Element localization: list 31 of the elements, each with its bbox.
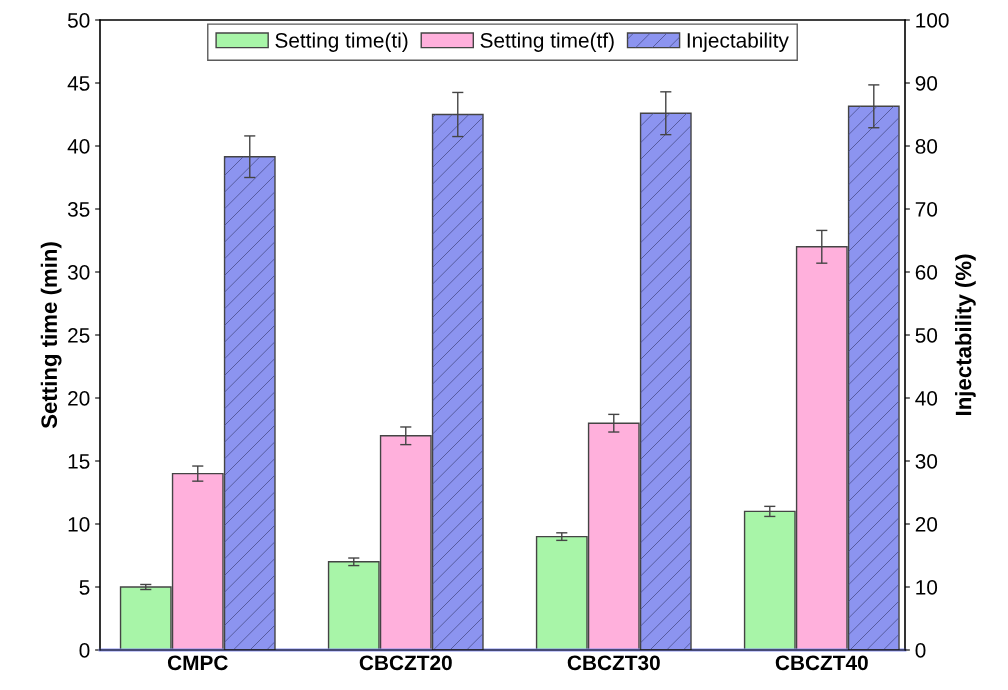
y-tick-label: 30 [67,265,90,280]
y-tick-label: 35 [67,202,90,217]
legend-label: Injectability [687,32,789,52]
x-tick-label: CBCZT20 [359,655,452,671]
y-tick-label: 20 [68,391,90,406]
x-tick-label: CBCZT30 [567,655,660,671]
y2-tick-label: 50 [915,328,938,343]
y-axis-title: Setting time (min) [40,242,62,429]
y2-tick-label: 20 [915,517,938,532]
y-tick-label: 25 [68,328,90,343]
x-tick-label: CBCZT40 [775,655,868,671]
legend-label: Setting time(tf) [480,32,614,52]
y2-tick-label: 10 [916,580,938,595]
legend-label: Setting time(ti) [275,32,408,52]
y2-tick-label: 80 [915,139,938,154]
y2-tick-label: 30 [915,454,938,469]
y2-tick-label: 70 [915,202,938,217]
y-tick-label: 40 [67,139,90,154]
y2-tick-label: 100 [916,13,949,28]
y2-axis-title: Injectability (%) [955,254,976,415]
x-tick-label: CMPC [167,655,228,671]
y2-tick-label: 60 [915,265,938,280]
y-tick-label: 5 [79,580,90,595]
y2-tick-label: 40 [915,391,938,406]
y-tick-label: 45 [67,76,90,91]
y2-tick-label: 90 [915,76,938,91]
y2-tick-label: 0 [915,643,926,658]
y-tick-label: 10 [68,517,90,532]
y-tick-label: 15 [68,454,90,469]
y-tick-label: 0 [79,643,90,658]
y-tick-label: 50 [67,13,90,28]
